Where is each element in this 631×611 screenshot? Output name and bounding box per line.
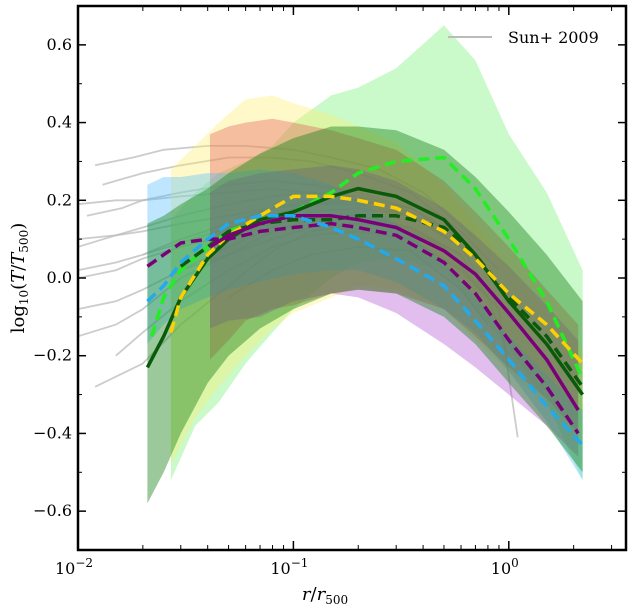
light-green-band xyxy=(170,25,583,481)
dark-green-dashed-line xyxy=(179,214,585,388)
sun-curve-2 xyxy=(78,207,462,310)
sun-curve-11 xyxy=(78,187,462,248)
purple-dashed-line xyxy=(146,221,580,435)
sun-curve-14 xyxy=(228,245,489,326)
x-axis-title: r/r500 xyxy=(302,584,348,607)
cyan-dashed-line xyxy=(146,214,584,447)
legend-label: Sun+ 2009 xyxy=(508,28,599,47)
axis-ticks: −0.6 −0.4 −0.2 0.0 0.2 0.4 0.6 10−2 10−1 100 xyxy=(33,6,626,578)
sun-curve-7 xyxy=(94,144,476,240)
sun-curve-5 xyxy=(86,179,462,240)
sun-curve-10 xyxy=(115,230,500,357)
sun-curve-8 xyxy=(78,203,462,248)
pink-band xyxy=(210,118,579,434)
y-tick-label: 0.0 xyxy=(47,268,72,287)
y-tick-label: −0.6 xyxy=(33,501,72,520)
yellow-dashed-line xyxy=(169,194,584,365)
sun-curve-4 xyxy=(78,191,462,248)
sun-curve-13 xyxy=(180,222,510,357)
y-tick-label: 0.6 xyxy=(47,35,72,54)
x-tick-label: 10−2 xyxy=(55,556,93,578)
x-tick-label: 100 xyxy=(491,556,519,578)
sun-curve-9 xyxy=(78,214,462,279)
y-tick-label: 0.4 xyxy=(47,113,72,132)
y-tick-label: −0.2 xyxy=(33,346,72,365)
blue-band xyxy=(147,169,583,481)
lime-dashed-line xyxy=(150,155,585,380)
x-tick-label: 10−1 xyxy=(270,556,308,578)
median-profiles xyxy=(145,155,585,447)
y-tick-label: −0.4 xyxy=(33,423,72,442)
purple-band xyxy=(210,165,579,457)
yellow-band xyxy=(170,95,583,465)
y-axis-title: log10(T/T500) xyxy=(8,223,31,333)
purple-solid-line xyxy=(209,214,580,412)
sun-curve-6 xyxy=(102,156,500,271)
legend: Sun+ 2009 xyxy=(448,28,599,47)
y-tick-label: 0.2 xyxy=(47,190,72,209)
